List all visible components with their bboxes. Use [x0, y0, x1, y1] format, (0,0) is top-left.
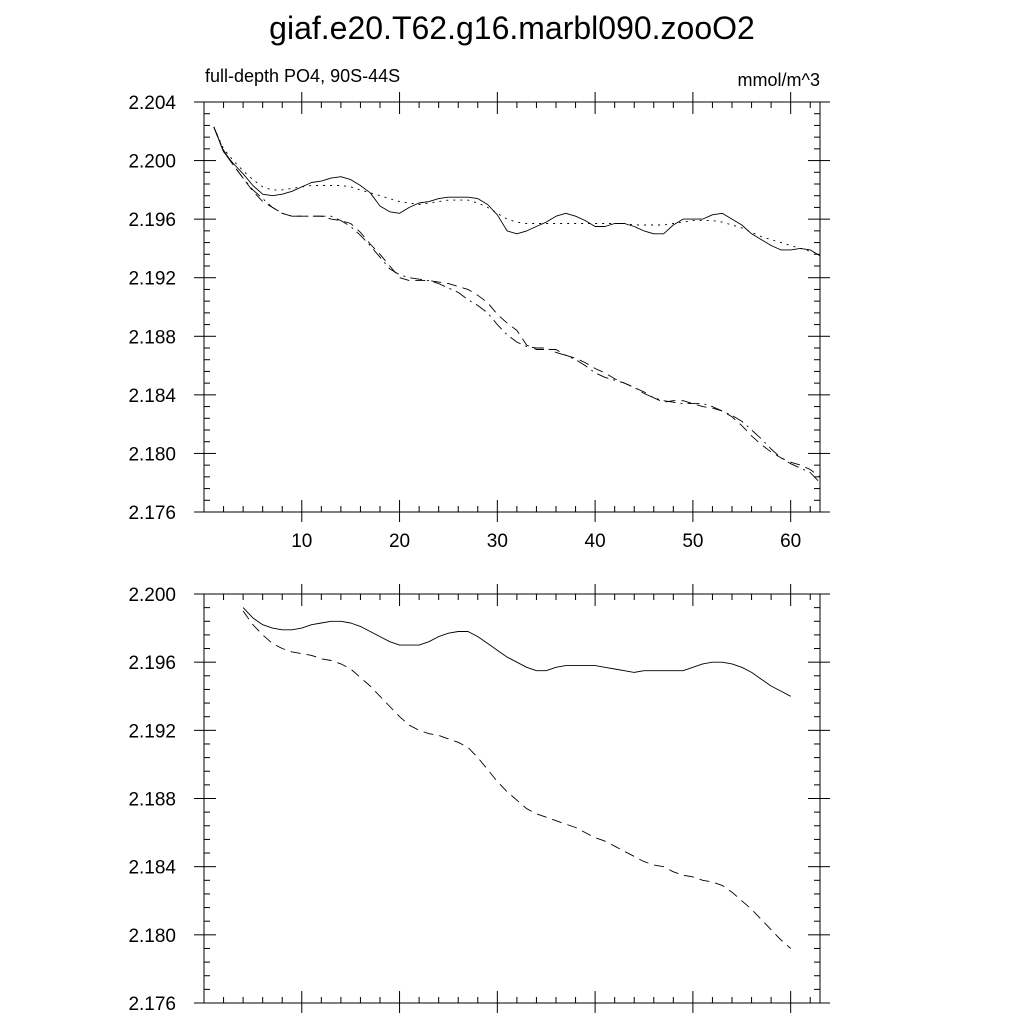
series-line-solid	[213, 126, 821, 257]
top-panel-units-label: mmol/m^3	[738, 70, 820, 90]
y-tick-label: 2.204	[128, 93, 176, 114]
y-tick-label: 2.192	[128, 269, 176, 290]
y-tick-label: 2.176	[128, 994, 176, 1015]
series-line-dotted	[213, 126, 821, 255]
plot-frame	[203, 593, 821, 1004]
y-tick-label: 2.180	[128, 444, 176, 465]
top-panel-variable-label: full-depth PO4, 90S-44S	[205, 66, 400, 86]
x-tick-label: 50	[682, 531, 703, 552]
figure-title: giaf.e20.T62.g16.marbl090.zooO2	[269, 10, 755, 46]
y-tick-label: 2.196	[128, 210, 176, 231]
y-tick-label: 2.192	[128, 721, 176, 742]
series-line-dashdot	[213, 126, 821, 484]
x-tick-label: 40	[585, 531, 606, 552]
x-tick-label: 10	[291, 531, 312, 552]
plot-frame	[203, 101, 821, 513]
top-panel: full-depth PO4, 90S-44S mmol/m^3 10 20 30 4…	[128, 66, 830, 552]
y-tick-label: 2.184	[128, 386, 176, 407]
x-tick-label: 20	[389, 531, 410, 552]
y-tick-label: 2.200	[128, 585, 176, 606]
y-tick-label: 2.184	[128, 858, 176, 879]
y-tick-label: 2.188	[128, 790, 176, 811]
y-tick-label: 2.200	[128, 152, 176, 173]
series-line-solid	[242, 607, 791, 697]
series-line-dashed	[213, 126, 821, 478]
x-tick-label: 30	[487, 531, 508, 552]
x-tick-label: 60	[780, 531, 801, 552]
y-tick-label: 2.176	[128, 503, 176, 524]
series-line-dashed	[242, 610, 791, 949]
bottom-panel: 2.176 2.180 2.184 2.188 2.192 2.196 2.200	[128, 584, 830, 1015]
y-tick-label: 2.180	[128, 926, 176, 947]
y-tick-label: 2.196	[128, 653, 176, 674]
y-tick-label: 2.188	[128, 327, 176, 348]
